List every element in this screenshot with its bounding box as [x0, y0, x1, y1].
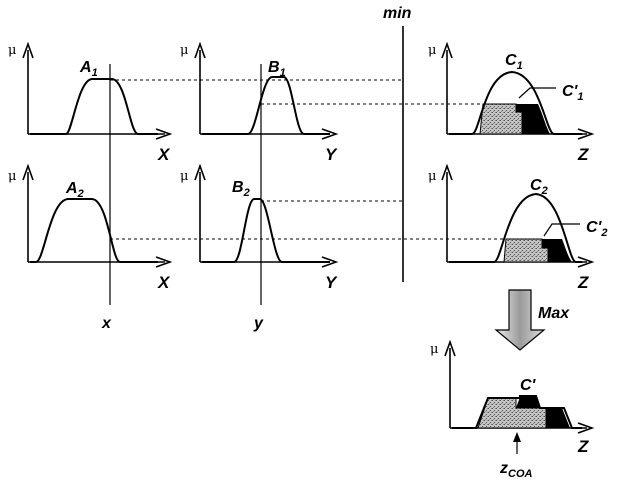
axis-label-z-2: Z: [577, 273, 589, 292]
crisp-input-y-label: y: [253, 315, 264, 332]
aggregated-region-black: [516, 397, 570, 428]
axis-label-y-1: Y: [325, 145, 338, 164]
label-b1: B1: [268, 59, 286, 79]
mu-label-c2: μ: [428, 169, 436, 184]
mf-b2-curve: [202, 198, 330, 263]
mu-label-c1: μ: [428, 43, 436, 58]
label-a2: A2: [65, 180, 84, 200]
axis-label-x-2: X: [157, 273, 171, 292]
panel-a2: μ A2 X: [8, 163, 173, 292]
panel-c2: μ C2 C'2 Z: [428, 163, 607, 292]
label-c1-prime: C'1: [562, 83, 583, 103]
clip-region-c2-black: [542, 239, 572, 262]
clip-region-c2-gray: [503, 238, 549, 263]
label-b2: B2: [232, 179, 250, 199]
z-coa-label: zCOA: [499, 460, 533, 480]
panel-aggregated-output: μ C' Z zCOA: [430, 339, 595, 480]
mu-label-b2: μ: [180, 169, 188, 184]
axis-label-z-3: Z: [577, 437, 589, 456]
mf-c2-curve: [449, 192, 582, 263]
mf-b1-curve: [202, 76, 330, 135]
max-aggregation-arrow: Max: [494, 289, 570, 351]
crisp-input-x-label: x: [101, 315, 112, 332]
label-c-prime: C': [520, 377, 537, 394]
projection-lines: [110, 79, 516, 240]
mf-a2-curve: [30, 198, 158, 263]
max-label: Max: [538, 305, 570, 322]
axis-label-x-1: X: [157, 145, 171, 164]
panel-a1: μ A1 X: [8, 41, 173, 164]
min-label: min: [383, 5, 412, 22]
mu-label-output: μ: [430, 342, 438, 357]
mf-c1-curve: [449, 70, 582, 135]
label-c1: C1: [505, 52, 523, 72]
mu-label-b1: μ: [180, 43, 188, 58]
panel-b2: μ B2 Y: [180, 163, 339, 292]
panel-c1: μ C1 C'1 Z: [428, 41, 595, 164]
clip-region-c1-black: [516, 104, 550, 134]
clip-region-c1-gray: [479, 103, 523, 135]
min-operator: min: [383, 5, 412, 282]
label-a1: A1: [79, 59, 98, 79]
axis-label-z-1: Z: [577, 145, 589, 164]
label-c2-prime: C'2: [586, 219, 607, 239]
axis-label-y-2: Y: [325, 273, 338, 292]
mu-label-a2: μ: [8, 169, 16, 184]
mu-label-a1: μ: [8, 43, 16, 58]
label-c2: C2: [530, 177, 548, 197]
mf-a1-curve: [30, 78, 158, 135]
panel-b1: μ B1 Y: [180, 41, 339, 164]
